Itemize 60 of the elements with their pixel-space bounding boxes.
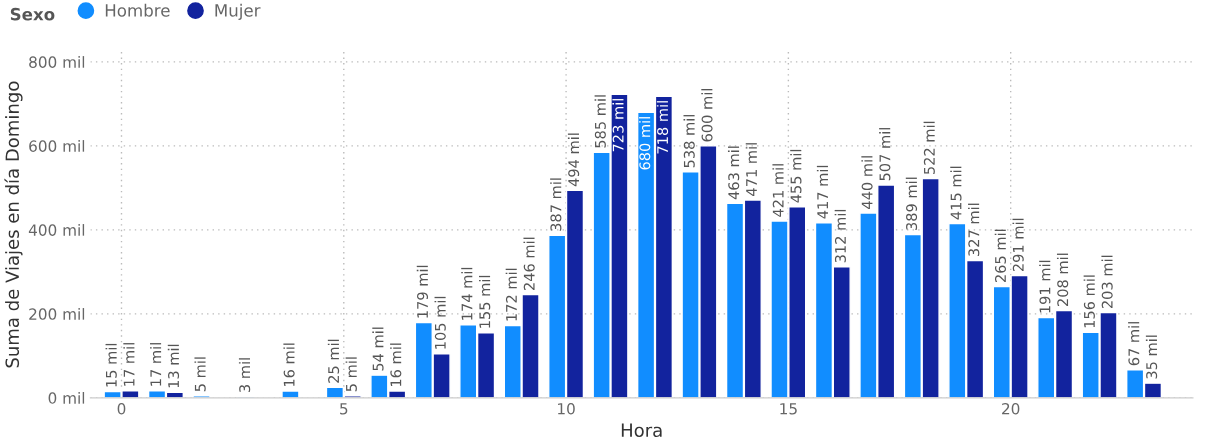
data-label: 15 mil [105,343,117,387]
y-tick-label: 600 mil [29,140,85,152]
data-label: 417 mil [816,165,828,219]
data-label: 600 mil [701,89,713,142]
data-label: 415 mil [950,166,962,220]
y-tick-label: 800 mil [29,56,85,68]
data-label: 387 mil [550,178,562,231]
data-label: 463 mil [727,146,740,200]
data-label: 16 mil [283,343,295,387]
data-label: 291 mil [1012,218,1024,272]
data-label: 17 mil [150,343,162,386]
data-label: 585 mil [594,95,606,148]
legend-label: Mujer [215,3,261,20]
x-tick-label: 5 [340,403,348,415]
legend-title: Sexo [10,7,55,21]
data-label: 538 mil [683,115,695,168]
data-label: 455 mil [790,149,802,203]
y-tick-label: 200 mil [29,308,85,320]
data-label: 471 mil [745,143,757,196]
data-label: 208 mil [1056,253,1069,306]
data-label: 522 mil [923,121,935,175]
x-axis-title: Hora [621,423,662,438]
data-label: 718 mil [656,101,669,154]
x-tick-label: 15 [780,403,797,415]
data-label: 507 mil [879,128,891,181]
data-label: 54 mil [372,327,384,371]
y-tick-label: 400 mil [28,224,85,236]
data-label: 3 mil [238,358,251,392]
data-label: 312 mil [834,209,846,263]
data-label: 494 mil [567,133,580,187]
legend-label: Hombre [105,3,170,17]
data-label: 156 mil [1083,275,1095,328]
data-label: 174 mil [461,267,473,320]
data-label: 67 mil [1128,322,1140,366]
data-label: 5 mil [345,357,357,392]
y-axis-title: Suma de Viajes en día Domingo [4,81,23,368]
data-label: 191 mil [1039,260,1051,313]
y-tick-label: 0 mil [48,392,85,404]
data-label: 389 mil [905,177,918,230]
x-tick-label: 0 [117,402,126,415]
data-label: 16 mil [390,343,402,387]
data-label: 723 mil [612,99,624,152]
data-label: 265 mil [994,229,1007,283]
data-label: 17 mil [123,343,135,386]
x-tick-label: 10 [558,402,575,415]
data-label: 327 mil [968,203,980,256]
data-label: 179 mil [416,265,429,318]
data-label: 155 mil [479,275,491,328]
data-label: 172 mil [505,268,517,321]
data-label: 680 mil [639,117,651,170]
data-label: 13 mil [167,344,180,388]
x-tick-label: 20 [1002,402,1020,415]
data-label: 25 mil [327,339,340,383]
data-label: 5 mil [194,357,206,392]
data-label: 440 mil [861,156,873,209]
data-label: 105 mil [434,296,446,349]
data-label: 203 mil [1101,255,1113,309]
data-label: 421 mil [772,164,784,217]
data-label: 35 mil [1145,335,1158,379]
data-label: 246 mil [523,237,535,290]
